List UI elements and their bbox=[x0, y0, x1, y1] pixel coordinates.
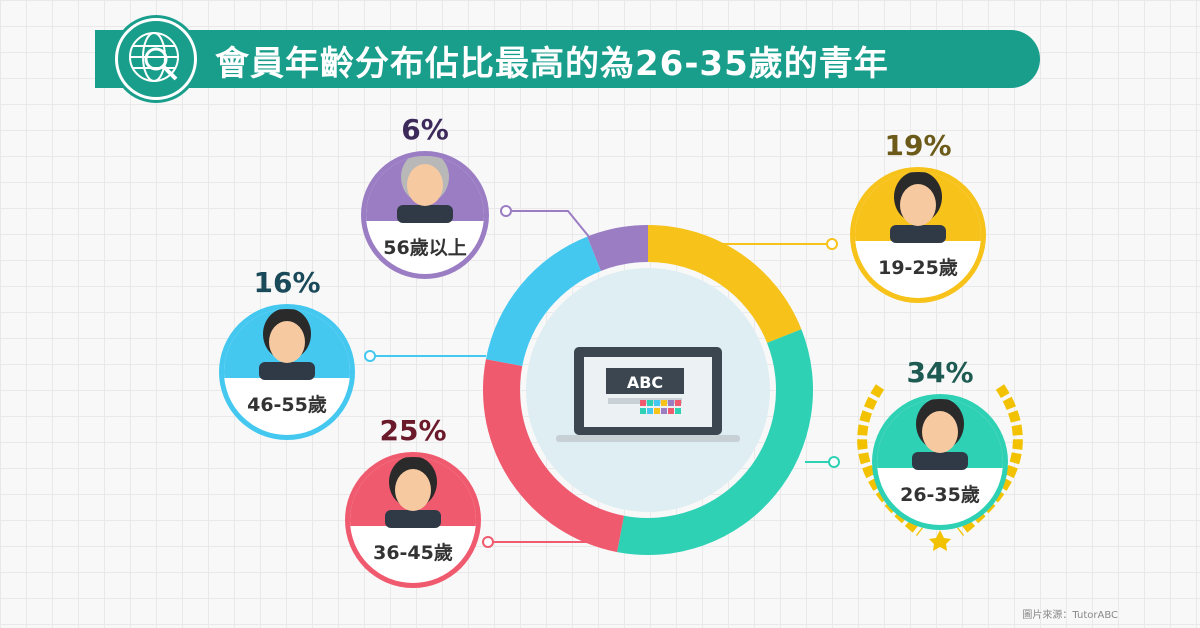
percent-label: 34% bbox=[906, 356, 974, 389]
donut-segment-0 bbox=[648, 225, 802, 343]
laptop-icon bbox=[556, 347, 740, 442]
percent-label: 16% bbox=[253, 266, 321, 299]
age-group-label: 19-25歲 bbox=[878, 257, 958, 279]
age-group-label: 26-35歲 bbox=[900, 484, 980, 506]
connector-dot bbox=[500, 205, 512, 217]
percent-label: 19% bbox=[884, 129, 952, 162]
connector-dot bbox=[826, 238, 838, 250]
person-face-icon bbox=[922, 411, 958, 453]
source-credit: 圖片來源：TutorABC bbox=[1022, 610, 1118, 621]
person-body-icon bbox=[259, 362, 315, 380]
age-group-label: 46-55歲 bbox=[247, 394, 327, 416]
person-body-icon bbox=[912, 452, 968, 470]
bubble-1 bbox=[805, 384, 1023, 551]
connector-line bbox=[506, 210, 591, 239]
donut-segment-2 bbox=[483, 359, 625, 553]
bubble-2 bbox=[345, 452, 600, 588]
age-group-label: 36-45歲 bbox=[373, 542, 453, 564]
donut-segment-4 bbox=[587, 225, 648, 271]
bubble-4 bbox=[361, 151, 591, 279]
connector-dot bbox=[482, 536, 494, 548]
person-body-icon bbox=[385, 510, 441, 528]
title-banner bbox=[95, 30, 1040, 88]
bubble-0 bbox=[720, 167, 986, 303]
star-icon bbox=[929, 530, 951, 551]
bubble-3 bbox=[219, 304, 486, 440]
person-face-icon bbox=[900, 184, 936, 226]
percent-label: 25% bbox=[379, 414, 447, 447]
age-group-label: 56歲以上 bbox=[383, 237, 467, 259]
donut-segment-3 bbox=[485, 236, 601, 367]
person-face-icon bbox=[407, 164, 443, 206]
connector-dot bbox=[828, 456, 840, 468]
screen-text: ABC bbox=[627, 373, 663, 392]
page-title: 會員年齡分布佔比最高的為26-35歲的青年 bbox=[215, 44, 889, 84]
donut-segment-1 bbox=[617, 329, 813, 555]
person-body-icon bbox=[397, 205, 453, 223]
percent-label: 6% bbox=[401, 113, 449, 146]
person-face-icon bbox=[269, 321, 305, 363]
connector-dot bbox=[364, 350, 376, 362]
globe-search-icon bbox=[115, 18, 197, 100]
person-face-icon bbox=[395, 469, 431, 511]
person-body-icon bbox=[890, 225, 946, 243]
